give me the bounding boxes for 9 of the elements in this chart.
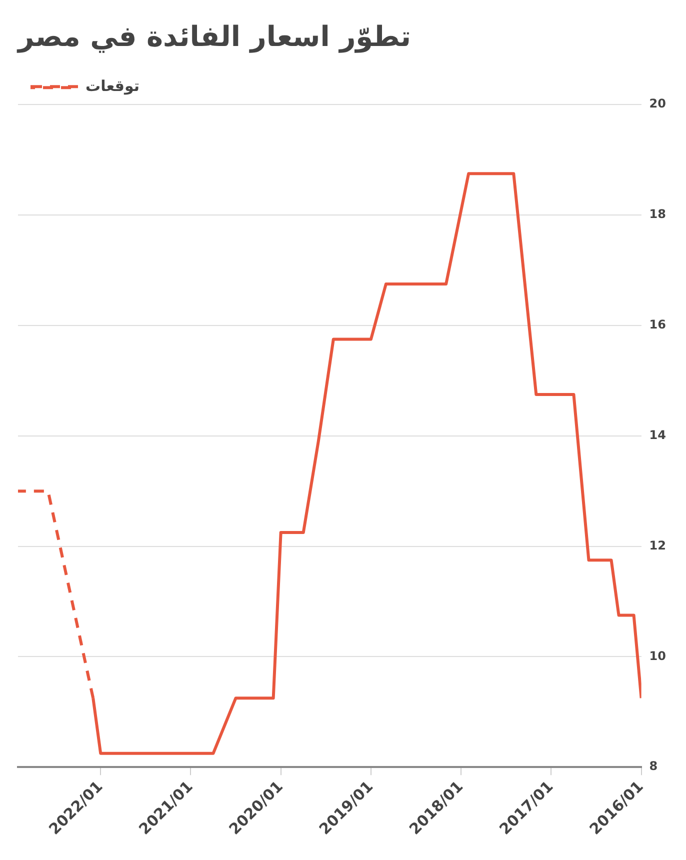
chart-title: تطوّر اسعار الفائدة في مصر [16,20,412,54]
y-tick-label: 18 [649,207,666,222]
y-tick-label: 14 [649,428,666,442]
y-tick-label: 20 [649,96,666,111]
y-tick-label: 16 [649,318,666,332]
y-tick-label: 8 [649,759,658,774]
y-tick-label: 12 [649,538,666,552]
legend-label: توقعات [86,76,140,95]
y-tick-label: 10 [649,648,666,663]
